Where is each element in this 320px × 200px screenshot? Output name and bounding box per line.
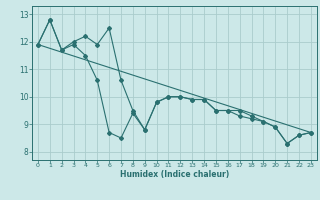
X-axis label: Humidex (Indice chaleur): Humidex (Indice chaleur): [120, 170, 229, 179]
